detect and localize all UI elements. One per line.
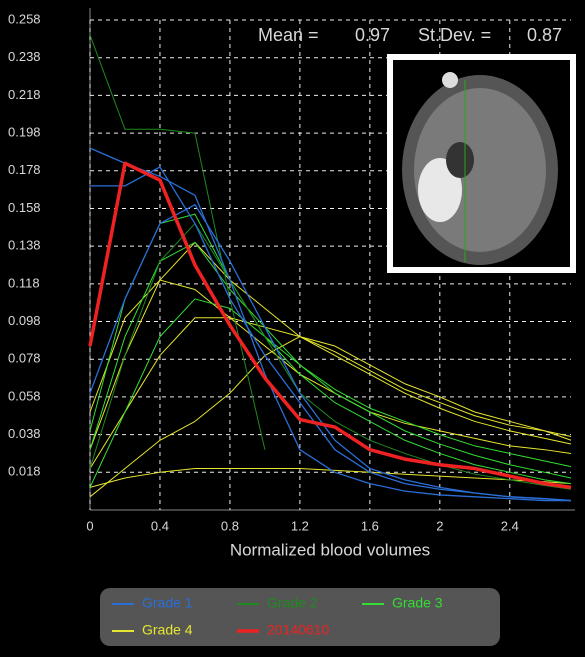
series-line bbox=[89, 241, 572, 450]
eye bbox=[442, 72, 458, 88]
legend-box bbox=[100, 588, 500, 646]
legend-label: Grade 1 bbox=[142, 595, 193, 611]
y-tick-label: 0.118 bbox=[8, 275, 40, 290]
x-tick-label: 1.2 bbox=[291, 518, 309, 533]
y-tick-label: 0.098 bbox=[8, 313, 41, 328]
series-line bbox=[89, 204, 572, 502]
x-axis-label: Normalized blood volumes bbox=[230, 540, 430, 559]
series-line bbox=[89, 298, 572, 488]
x-tick-label: 2 bbox=[436, 518, 443, 533]
x-tick-label: 0.8 bbox=[221, 518, 239, 533]
series-line bbox=[89, 223, 572, 490]
x-tick-label: 0 bbox=[86, 518, 93, 533]
legend-label: 20140610 bbox=[267, 622, 330, 638]
y-tick-label: 0.238 bbox=[8, 49, 41, 64]
y-tick-label: 0.198 bbox=[8, 125, 41, 140]
y-tick-label: 0.138 bbox=[8, 238, 41, 253]
lesion bbox=[418, 158, 462, 222]
series-line bbox=[89, 468, 572, 488]
y-tick-label: 0.218 bbox=[8, 87, 41, 102]
series-line bbox=[89, 336, 572, 498]
y-tick-label: 0.258 bbox=[8, 11, 41, 26]
legend: Grade 1 Grade 2 Grade 3 Grade 4 20140610 bbox=[112, 595, 443, 638]
inset-image bbox=[387, 54, 576, 273]
ventricle bbox=[446, 142, 474, 178]
x-tick-label: 1.6 bbox=[361, 518, 379, 533]
y-tick-label: 0.078 bbox=[8, 351, 41, 366]
mean-label: Mean = bbox=[258, 25, 319, 45]
series-line bbox=[89, 213, 572, 485]
legend-label: Grade 3 bbox=[392, 595, 443, 611]
y-tick-label: 0.058 bbox=[8, 388, 41, 403]
series-line bbox=[89, 147, 571, 502]
series-line bbox=[89, 34, 266, 450]
legend-label: Grade 2 bbox=[267, 595, 318, 611]
series-line bbox=[88, 161, 572, 490]
y-tick-label: 0.018 bbox=[8, 464, 41, 479]
y-tick-label: 0.158 bbox=[8, 200, 41, 215]
sd-label: St.Dev. = bbox=[418, 25, 491, 45]
series-line bbox=[89, 317, 572, 469]
x-tick-label: 2.4 bbox=[501, 518, 519, 533]
mean-value: 0.97 bbox=[355, 25, 390, 45]
x-tick-label: 0.4 bbox=[151, 518, 169, 533]
y-tick-label: 0.178 bbox=[8, 162, 41, 177]
y-tick-label: 0.038 bbox=[8, 426, 41, 441]
series-line bbox=[89, 241, 572, 479]
sd-value: 0.87 bbox=[527, 25, 562, 45]
legend-label: Grade 4 bbox=[142, 622, 193, 638]
